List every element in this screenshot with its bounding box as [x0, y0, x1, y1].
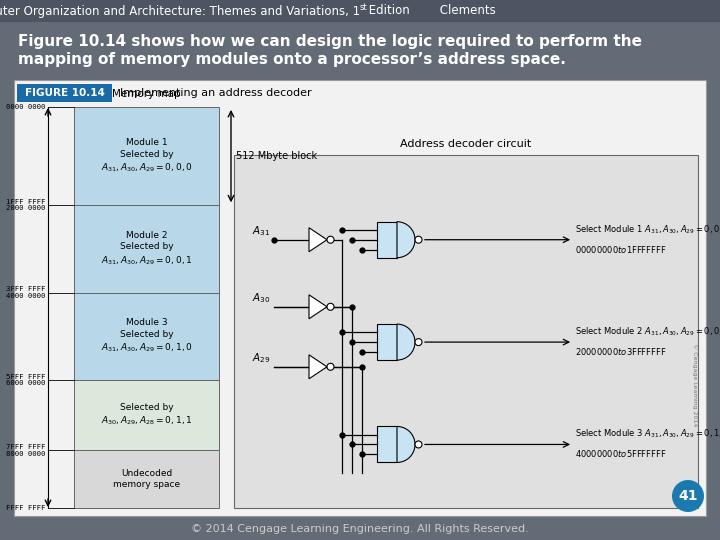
Circle shape [415, 236, 422, 243]
Circle shape [327, 236, 334, 243]
Text: © Cengage Learning 2014: © Cengage Learning 2014 [692, 343, 698, 426]
Text: FIGURE 10.14: FIGURE 10.14 [24, 88, 104, 98]
Circle shape [415, 339, 422, 346]
Bar [0, 518, 720, 540]
Polygon shape [309, 355, 327, 379]
Polygon shape [309, 228, 327, 252]
Wedge shape [397, 427, 415, 462]
Bar [74, 380, 219, 450]
Bar [74, 293, 219, 380]
Text: st: st [360, 3, 368, 12]
Text: Module 1
Selected by
$A_{31},A_{30},A_{29}=0,0,0$: Module 1 Selected by $A_{31},A_{30},A_{2… [101, 138, 192, 174]
Polygon shape [309, 295, 327, 319]
Text: Select Module 1 $A_{31},A_{30},A_{29}=0,0,0$: Select Module 1 $A_{31},A_{30},A_{29}=0,… [575, 223, 720, 236]
Bar [17, 84, 112, 102]
Text: Address decoder circuit: Address decoder circuit [400, 139, 531, 149]
Text: $00000000 to $1FFFFFFF: $00000000 to $1FFFFFFF [575, 244, 667, 255]
Text: 41: 41 [678, 489, 698, 503]
Circle shape [327, 303, 334, 310]
Circle shape [327, 363, 334, 370]
Text: mapping of memory modules onto a processor’s address space.: mapping of memory modules onto a process… [18, 52, 566, 67]
Text: Undecoded
memory space: Undecoded memory space [113, 469, 180, 489]
Text: 3FFF FFFF
4000 0000: 3FFF FFFF 4000 0000 [6, 286, 45, 299]
Text: $A_{29}$: $A_{29}$ [252, 351, 270, 365]
Text: Implementing an address decoder: Implementing an address decoder [120, 88, 312, 98]
Bar [74, 205, 219, 293]
Text: Select Module 2 $A_{31},A_{30},A_{29}=0,0,1$: Select Module 2 $A_{31},A_{30},A_{29}=0,… [575, 326, 720, 338]
Text: $A_{30}$: $A_{30}$ [252, 291, 271, 305]
Text: 1FFF FFFF
2000 0000: 1FFF FFFF 2000 0000 [6, 199, 45, 212]
Bar [0, 0, 720, 22]
Text: © 2014 Cengage Learning Engineering. All Rights Reserved.: © 2014 Cengage Learning Engineering. All… [191, 524, 529, 534]
Text: Memory map: Memory map [112, 89, 181, 99]
Text: 7FFF FFFF
8000 0000: 7FFF FFFF 8000 0000 [6, 444, 45, 456]
Wedge shape [397, 324, 415, 360]
Bar [377, 324, 397, 360]
Circle shape [415, 441, 422, 448]
Text: FFFF FFFF: FFFF FFFF [6, 505, 45, 511]
Bar [377, 427, 397, 462]
Text: Module 3
Selected by
$A_{31},A_{30},A_{29}=0,1,0$: Module 3 Selected by $A_{31},A_{30},A_{2… [101, 318, 192, 354]
Bar [74, 450, 219, 508]
Text: Selected by
$A_{30},A_{29},A_{28}=0,1,1$: Selected by $A_{30},A_{29},A_{28}=0,1,1$ [101, 403, 192, 428]
Text: $A_{31}$: $A_{31}$ [252, 224, 270, 238]
Circle shape [672, 480, 704, 512]
Text: $40000000 to $5FFFFFFF: $40000000 to $5FFFFFFF [575, 448, 667, 460]
Wedge shape [397, 222, 415, 258]
Bar [377, 222, 397, 258]
Text: Computer Organization and Architecture: Themes and Variations, 1: Computer Organization and Architecture: … [0, 4, 360, 17]
Text: Module 2
Selected by
$A_{31},A_{30},A_{29}=0,0,1$: Module 2 Selected by $A_{31},A_{30},A_{2… [101, 231, 192, 267]
Text: Edition        Clements: Edition Clements [365, 4, 496, 17]
Bar [74, 107, 219, 205]
Bar [14, 80, 706, 516]
Text: Select Module 3 $A_{31},A_{30},A_{29}=0,1,0$: Select Module 3 $A_{31},A_{30},A_{29}=0,… [575, 428, 720, 441]
Text: 5FFF FFFF
6000 0000: 5FFF FFFF 6000 0000 [6, 374, 45, 386]
Bar [234, 155, 698, 508]
Text: 0000 0000: 0000 0000 [6, 104, 45, 110]
Text: $20000000 to $3FFFFFFF: $20000000 to $3FFFFFFF [575, 346, 667, 357]
Text: Figure 10.14 shows how we can design the logic required to perform the: Figure 10.14 shows how we can design the… [18, 34, 642, 49]
Text: 512 Mbyte block: 512 Mbyte block [236, 151, 317, 161]
